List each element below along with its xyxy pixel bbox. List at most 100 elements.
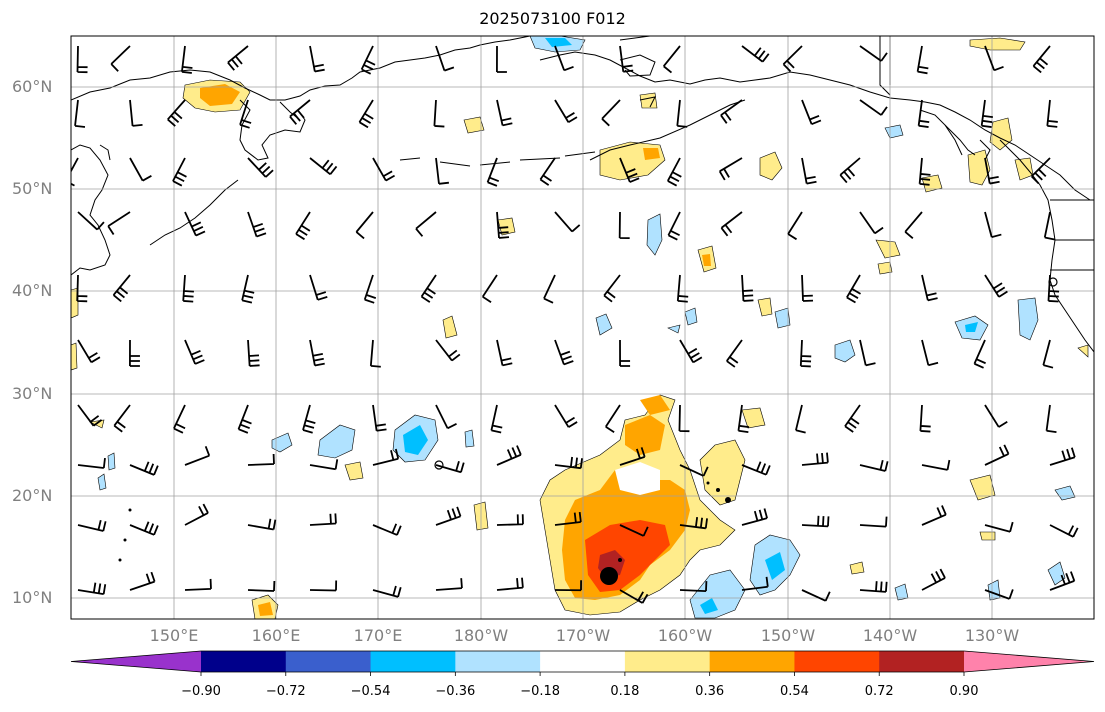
wind-barb	[227, 45, 249, 71]
colorbar-tick-label: 0.54	[779, 684, 809, 699]
wind-barb	[309, 580, 338, 592]
lon-label-150e: 150°E	[149, 626, 199, 645]
lat-label-20n: 20°N	[12, 486, 53, 505]
wind-barb	[1043, 211, 1055, 241]
wind-barb	[496, 339, 513, 367]
wind-barb	[184, 211, 206, 237]
wind-barb	[77, 339, 101, 364]
wind-barb	[921, 505, 947, 526]
wind-barb	[619, 157, 640, 183]
wind-barb	[917, 99, 930, 128]
wind-barb	[110, 45, 131, 72]
lon-label-140w: 140°W	[862, 626, 918, 645]
wind-barb	[184, 445, 211, 466]
lat-label-60n: 60°N	[12, 77, 53, 96]
wind-barb	[76, 45, 88, 74]
wind-barb	[363, 274, 377, 304]
wind-barb	[372, 585, 402, 598]
colorbar-tick-label: −0.72	[265, 684, 306, 699]
wind-barb	[741, 576, 769, 591]
colorbar-tick-label: −0.90	[181, 684, 221, 699]
wind-barb	[433, 99, 445, 128]
wind-barb	[184, 339, 205, 365]
wind-barb	[496, 45, 507, 73]
wind-barb	[309, 459, 339, 471]
wind-barb	[619, 45, 634, 73]
lat-label-30n: 30°N	[12, 384, 53, 403]
wind-barb	[355, 211, 374, 240]
wind-barb	[247, 518, 277, 531]
wind-barb	[435, 404, 457, 430]
lon-label-180w: 180°W	[453, 626, 509, 645]
wind-barb	[801, 274, 814, 302]
wind-barb	[921, 459, 951, 471]
gridlines	[71, 36, 1094, 619]
wind-barb	[372, 448, 400, 466]
wind-barb	[184, 503, 209, 526]
wind-barb	[309, 157, 338, 175]
wind-barb	[1047, 274, 1060, 303]
wind-barb	[554, 456, 583, 470]
wind-barb	[496, 577, 524, 591]
wind-barb	[859, 459, 889, 472]
wind-barb	[984, 589, 1014, 600]
wind-barb	[984, 444, 1010, 466]
wind-barb	[737, 404, 750, 434]
wind-barb	[980, 99, 993, 128]
wind-barb	[904, 211, 923, 239]
wind-barb	[539, 157, 556, 186]
wind-barb	[543, 274, 556, 304]
wind-barb	[496, 445, 522, 466]
wind-barb	[839, 157, 861, 184]
wind-barb	[1030, 157, 1051, 185]
wind-barb	[372, 157, 396, 182]
wind-barb	[1049, 524, 1079, 538]
wind-barb	[984, 157, 1000, 185]
wind-barb	[921, 568, 946, 591]
wind-barb	[605, 404, 621, 433]
wind-barb	[679, 464, 709, 477]
wind-barb	[173, 404, 186, 434]
wind-barb	[554, 511, 582, 526]
wind-barb	[372, 404, 387, 432]
wind-barb	[1042, 339, 1054, 369]
colorbar-tick-label: 0.36	[695, 684, 725, 699]
wind-barb	[676, 274, 689, 303]
wind-barb	[554, 211, 581, 233]
wind-barb	[787, 211, 803, 241]
wind-barb	[129, 521, 159, 536]
wind-barb	[741, 45, 770, 63]
wind-barb	[435, 461, 465, 474]
wind-barb	[718, 157, 743, 181]
wind-barbs	[71, 45, 1079, 604]
wind-barb	[77, 519, 107, 532]
wind-barb	[859, 339, 876, 367]
wind-barb	[496, 514, 524, 526]
wind-barb	[679, 581, 708, 593]
wind-barb	[801, 452, 829, 466]
lat-label-10n: 10°N	[12, 588, 53, 607]
shading-layer	[71, 36, 1089, 619]
wind-barb	[435, 45, 455, 72]
lat-label-50n: 50°N	[12, 179, 53, 198]
colorbar-tick-label: −0.36	[435, 684, 476, 699]
wind-barb	[554, 45, 574, 72]
wind-barb	[720, 211, 743, 237]
wind-barb	[984, 274, 1008, 298]
wind-barb	[720, 99, 743, 124]
wind-barb	[309, 274, 328, 301]
wind-barb	[667, 211, 681, 241]
wind-barb	[77, 457, 106, 469]
wind-barb	[1032, 45, 1051, 74]
wind-barb	[678, 404, 690, 433]
wind-barb	[801, 99, 822, 125]
colorbar-tick-label: −0.18	[520, 684, 561, 699]
wind-barb	[129, 339, 140, 367]
lon-label-170w: 170°W	[555, 626, 611, 645]
lat-label-40n: 40°N	[12, 281, 53, 300]
wind-barb	[420, 274, 437, 303]
wind-barb	[182, 274, 194, 303]
wind-barb	[782, 45, 803, 72]
wind-barb	[77, 211, 105, 231]
lon-label-160e: 160°E	[251, 626, 301, 645]
